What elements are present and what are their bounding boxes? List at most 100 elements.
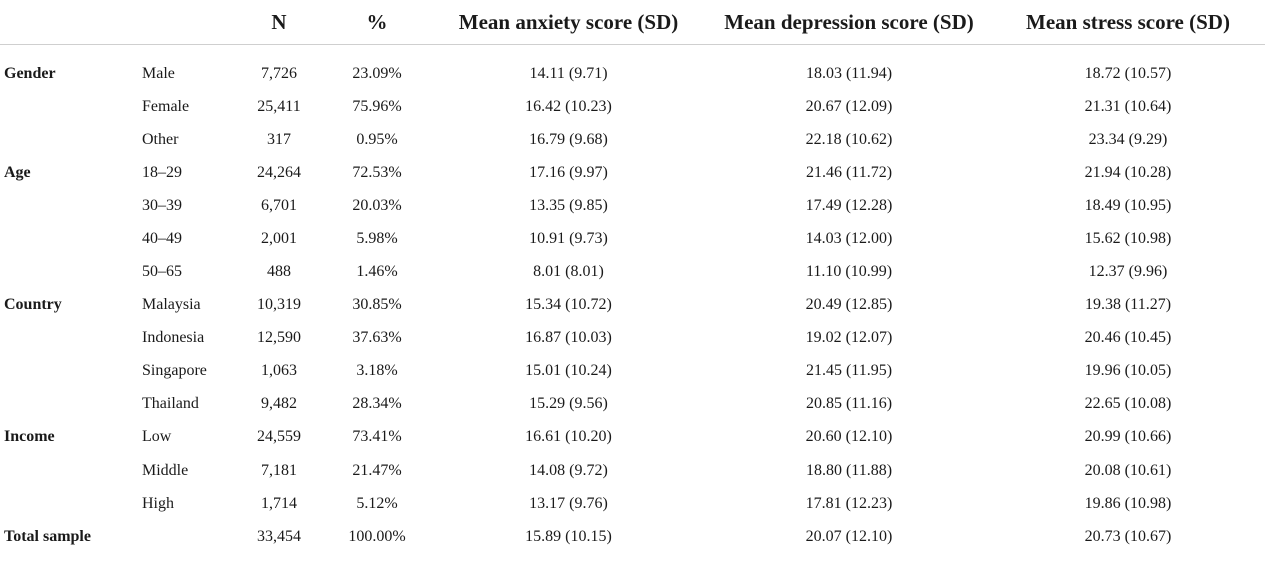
row-stress: 20.73 (10.67) [1084,527,1172,545]
table-header-row: N % Mean anxiety score (SD) Mean depress… [0,0,1265,45]
row-anxiety: 15.29 (9.56) [529,395,608,413]
row-subgroup: 30–39 [142,196,182,214]
row-group [0,388,142,421]
row-group [0,189,142,222]
row-subgroup: Indonesia [142,329,205,347]
row-percent: 100.00% [348,527,406,545]
row-depression: 17.49 (12.28) [805,196,893,214]
row-anxiety: 14.11 (9.71) [529,64,608,82]
row-anxiety: 14.08 (9.72) [529,461,608,479]
table-row: Gender Male 7,726 23.09% 14.11 (9.71) 18… [0,45,1265,91]
header-anxiety: Mean anxiety score (SD) [430,0,707,45]
row-subgroup: 40–49 [142,229,182,247]
row-group: Income [4,428,55,446]
row-group [0,322,142,355]
row-anxiety: 16.61 (10.20) [525,428,612,446]
row-subgroup: Thailand [142,395,199,413]
row-group [0,487,142,520]
row-percent: 73.41% [352,428,402,446]
row-subgroup: Singapore [142,362,207,380]
row-n: 25,411 [257,97,301,115]
row-anxiety: 13.17 (9.76) [529,494,608,512]
row-anxiety: 10.91 (9.73) [529,229,608,247]
table-row: 30–39 6,701 20.03% 13.35 (9.85) 17.49 (1… [0,189,1265,222]
row-subgroup [142,520,234,553]
row-group [0,355,142,388]
row-depression: 11.10 (10.99) [805,263,893,281]
row-subgroup: Middle [142,461,189,479]
header-percent: % [324,0,430,45]
row-stress: 21.31 (10.64) [1084,97,1172,115]
row-group [0,255,142,288]
header-group [0,0,142,45]
row-stress: 21.94 (10.28) [1084,163,1172,181]
row-subgroup: 18–29 [142,163,182,181]
row-anxiety: 13.35 (9.85) [529,196,608,214]
demographics-table: N % Mean anxiety score (SD) Mean depress… [0,0,1265,553]
row-percent: 23.09% [352,64,402,82]
row-depression: 14.03 (12.00) [805,229,893,247]
row-percent: 72.53% [352,163,402,181]
row-anxiety: 15.01 (10.24) [525,362,612,380]
row-subgroup: Low [142,428,172,446]
row-percent: 30.85% [352,296,402,314]
row-stress: 20.08 (10.61) [1084,461,1172,479]
header-depression: Mean depression score (SD) [707,0,991,45]
row-anxiety: 15.34 (10.72) [525,296,612,314]
row-stress: 15.62 (10.98) [1084,229,1172,247]
row-n: 2,001 [261,229,297,247]
row-n: 12,590 [257,329,301,347]
row-percent: 5.12% [356,494,398,512]
table-row: High 1,714 5.12% 13.17 (9.76) 17.81 (12.… [0,487,1265,520]
row-stress: 19.86 (10.98) [1084,494,1172,512]
header-stress: Mean stress score (SD) [991,0,1265,45]
row-stress: 19.38 (11.27) [1084,296,1172,314]
row-n: 1,063 [261,362,297,380]
row-depression: 20.49 (12.85) [805,296,893,314]
row-anxiety: 15.89 (10.15) [525,527,612,545]
row-depression: 22.18 (10.62) [805,130,893,148]
row-n: 1,714 [261,494,297,512]
row-depression: 20.07 (12.10) [805,527,893,545]
row-stress: 19.96 (10.05) [1084,362,1172,380]
row-depression: 20.85 (11.16) [805,395,893,413]
row-stress: 20.99 (10.66) [1084,428,1172,446]
row-depression: 18.03 (11.94) [805,64,893,82]
row-subgroup: High [142,494,174,512]
row-depression: 21.45 (11.95) [805,362,893,380]
row-depression: 21.46 (11.72) [805,163,893,181]
table-row: Other 317 0.95% 16.79 (9.68) 22.18 (10.6… [0,123,1265,156]
row-stress: 20.46 (10.45) [1084,329,1172,347]
row-percent: 20.03% [352,196,402,214]
row-group [0,222,142,255]
row-n: 24,264 [257,163,301,181]
row-percent: 5.98% [356,229,398,247]
table-row-total: Total sample 33,454 100.00% 15.89 (10.15… [0,520,1265,553]
table-row: 50–65 488 1.46% 8.01 (8.01) 11.10 (10.99… [0,255,1265,288]
row-n: 317 [267,130,291,148]
row-n: 488 [267,263,291,281]
table-row: 40–49 2,001 5.98% 10.91 (9.73) 14.03 (12… [0,222,1265,255]
row-percent: 75.96% [352,97,402,115]
row-depression: 18.80 (11.88) [805,461,893,479]
row-percent: 1.46% [356,263,398,281]
row-stress: 23.34 (9.29) [1088,130,1168,148]
row-depression: 20.67 (12.09) [805,97,893,115]
table-row: Age 18–29 24,264 72.53% 17.16 (9.97) 21.… [0,156,1265,189]
table-row: Country Malaysia 10,319 30.85% 15.34 (10… [0,289,1265,322]
header-n: N [234,0,324,45]
table-row: Singapore 1,063 3.18% 15.01 (10.24) 21.4… [0,355,1265,388]
row-percent: 21.47% [352,461,402,479]
row-percent: 0.95% [356,130,398,148]
row-group: Total sample [4,527,91,545]
row-group [0,90,142,123]
table-row: Income Low 24,559 73.41% 16.61 (10.20) 2… [0,421,1265,454]
row-anxiety: 16.79 (9.68) [529,130,608,148]
row-stress: 22.65 (10.08) [1084,395,1172,413]
row-anxiety: 16.42 (10.23) [525,97,612,115]
table-row: Female 25,411 75.96% 16.42 (10.23) 20.67… [0,90,1265,123]
row-group [0,123,142,156]
row-n: 6,701 [261,196,297,214]
table-row: Indonesia 12,590 37.63% 16.87 (10.03) 19… [0,322,1265,355]
row-n: 24,559 [257,428,301,446]
